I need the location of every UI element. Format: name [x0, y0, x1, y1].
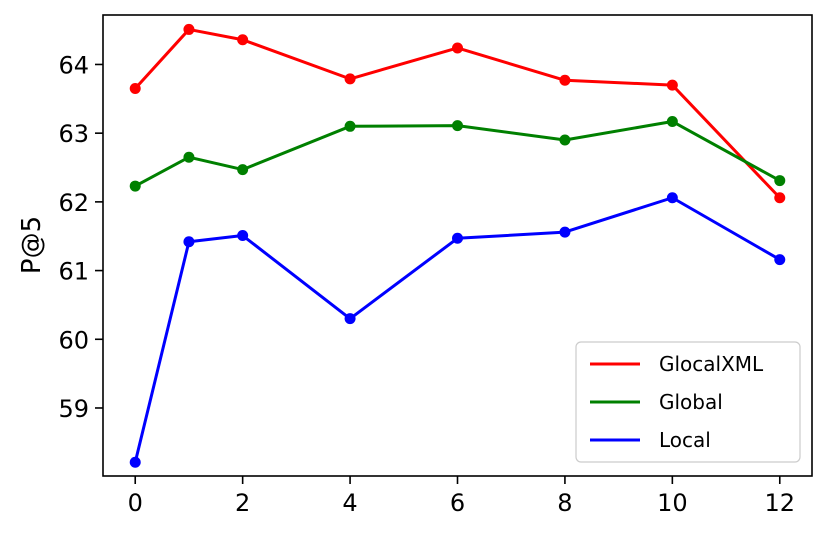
x-axis: 0 2 4 6 8 10 12 [128, 476, 795, 517]
data-point-glocalxml [559, 74, 571, 86]
series-layer [129, 23, 786, 468]
data-point-global [344, 120, 356, 132]
series-line-glocalxml [134, 27, 781, 199]
data-point-global [452, 120, 463, 132]
x-tick-label: 0 [128, 489, 143, 517]
data-point-local [559, 226, 571, 238]
data-point-global [129, 180, 141, 192]
data-point-local [183, 236, 195, 248]
data-point-local [237, 230, 249, 242]
legend-box [575, 341, 801, 463]
y-tick-label: 59 [58, 395, 89, 423]
data-point-global [774, 175, 786, 187]
data-point-glocalxml [183, 23, 195, 35]
legend: GlocalXML Global Local [575, 341, 801, 463]
x-tick-label: 4 [342, 489, 357, 517]
x-tick-label: 2 [235, 489, 250, 517]
legend-label-glocalxml: GlocalXML [659, 352, 764, 376]
data-point-global [237, 164, 249, 176]
data-point-local [129, 456, 141, 468]
series-line-global [134, 119, 781, 188]
data-point-local [452, 232, 463, 244]
y-tick-label: 60 [58, 326, 89, 354]
y-axis: 59 60 61 62 63 64 [58, 51, 103, 423]
data-point-local [666, 192, 678, 204]
legend-label-local: Local [659, 428, 711, 452]
legend-label-global: Global [659, 390, 723, 414]
data-point-glocalxml [237, 34, 249, 46]
x-tick-label: 12 [764, 489, 795, 517]
data-point-local [344, 313, 356, 325]
data-point-glocalxml [774, 192, 786, 204]
series-local [129, 192, 786, 468]
data-point-global [559, 134, 571, 146]
x-tick-label: 8 [557, 489, 572, 517]
data-point-global [666, 115, 678, 127]
data-point-glocalxml [452, 42, 463, 54]
series-global [129, 115, 786, 192]
y-tick-label: 64 [58, 51, 89, 79]
series-glocalxml [129, 23, 786, 204]
y-axis-label: P@5 [17, 216, 47, 274]
data-point-glocalxml [666, 79, 678, 91]
data-point-global [183, 151, 195, 163]
data-point-glocalxml [344, 73, 356, 85]
x-tick-label: 10 [657, 489, 688, 517]
x-tick-label: 6 [450, 489, 465, 517]
y-tick-label: 62 [58, 189, 89, 217]
series-line-local [133, 196, 781, 463]
y-tick-label: 63 [58, 120, 89, 148]
data-point-local [774, 254, 786, 266]
y-tick-label: 61 [58, 258, 89, 286]
data-point-glocalxml [129, 83, 141, 95]
